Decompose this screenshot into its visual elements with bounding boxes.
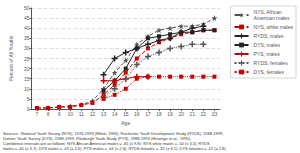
- svg-text:15: 15: [123, 111, 129, 117]
- svg-text:12: 12: [90, 111, 96, 117]
- svg-text:20: 20: [178, 111, 184, 117]
- svg-text:17: 17: [145, 111, 151, 117]
- svg-text:23: 23: [212, 111, 218, 117]
- svg-text:25: 25: [24, 56, 30, 62]
- svg-text:16: 16: [134, 111, 140, 117]
- svg-text:13: 13: [101, 111, 107, 117]
- svg-text:PYS, males: PYS, males: [254, 51, 281, 57]
- svg-text:males = .40 (± 3.7); DYS males: males = .40 (± 3.7); DYS males = .43 (± …: [3, 146, 227, 151]
- svg-text:RYDS, males: RYDS, males: [254, 33, 284, 39]
- svg-text:10: 10: [67, 111, 73, 117]
- svg-text:Sources: National Youth Survey: Sources: National Youth Survey (NYS), 19…: [3, 131, 224, 136]
- svg-text:Percent of All Youths: Percent of All Youths: [8, 35, 14, 81]
- svg-text:11: 11: [79, 111, 84, 117]
- svg-text:22: 22: [201, 111, 207, 117]
- svg-text:8: 8: [47, 111, 50, 117]
- svg-text:19: 19: [167, 111, 173, 117]
- svg-text:Age: Age: [121, 120, 130, 126]
- svg-text:DYS, females: DYS, females: [254, 69, 285, 75]
- svg-text:NYS, African: NYS, African: [253, 9, 282, 15]
- svg-text:14: 14: [112, 111, 118, 117]
- svg-text:0: 0: [27, 106, 30, 112]
- svg-text:9: 9: [58, 111, 61, 117]
- svg-text:35: 35: [24, 35, 30, 41]
- svg-text:18: 18: [156, 111, 162, 117]
- svg-text:DYS, males: DYS, males: [254, 42, 281, 48]
- svg-text:40: 40: [24, 25, 30, 31]
- svg-text:21: 21: [189, 111, 195, 117]
- svg-text:20: 20: [24, 66, 30, 72]
- svg-text:5: 5: [27, 96, 30, 102]
- svg-text:30: 30: [24, 45, 30, 51]
- svg-text:7: 7: [36, 111, 39, 117]
- svg-text:15: 15: [24, 76, 30, 82]
- svg-text:50: 50: [24, 5, 30, 11]
- svg-text:Denver Youth Survey (DYS), 198: Denver Youth Survey (DYS), 1988-1999; Pi…: [3, 136, 192, 141]
- svg-text:10: 10: [24, 86, 30, 92]
- svg-text:American males: American males: [254, 15, 290, 21]
- svg-text:45: 45: [24, 15, 30, 21]
- svg-text:Confidence intervals are as fo: Confidence intervals are as follows: NYS…: [3, 141, 210, 146]
- svg-text:NYS, white males: NYS, white males: [254, 24, 294, 30]
- svg-text:RYDS, females: RYDS, females: [254, 60, 289, 66]
